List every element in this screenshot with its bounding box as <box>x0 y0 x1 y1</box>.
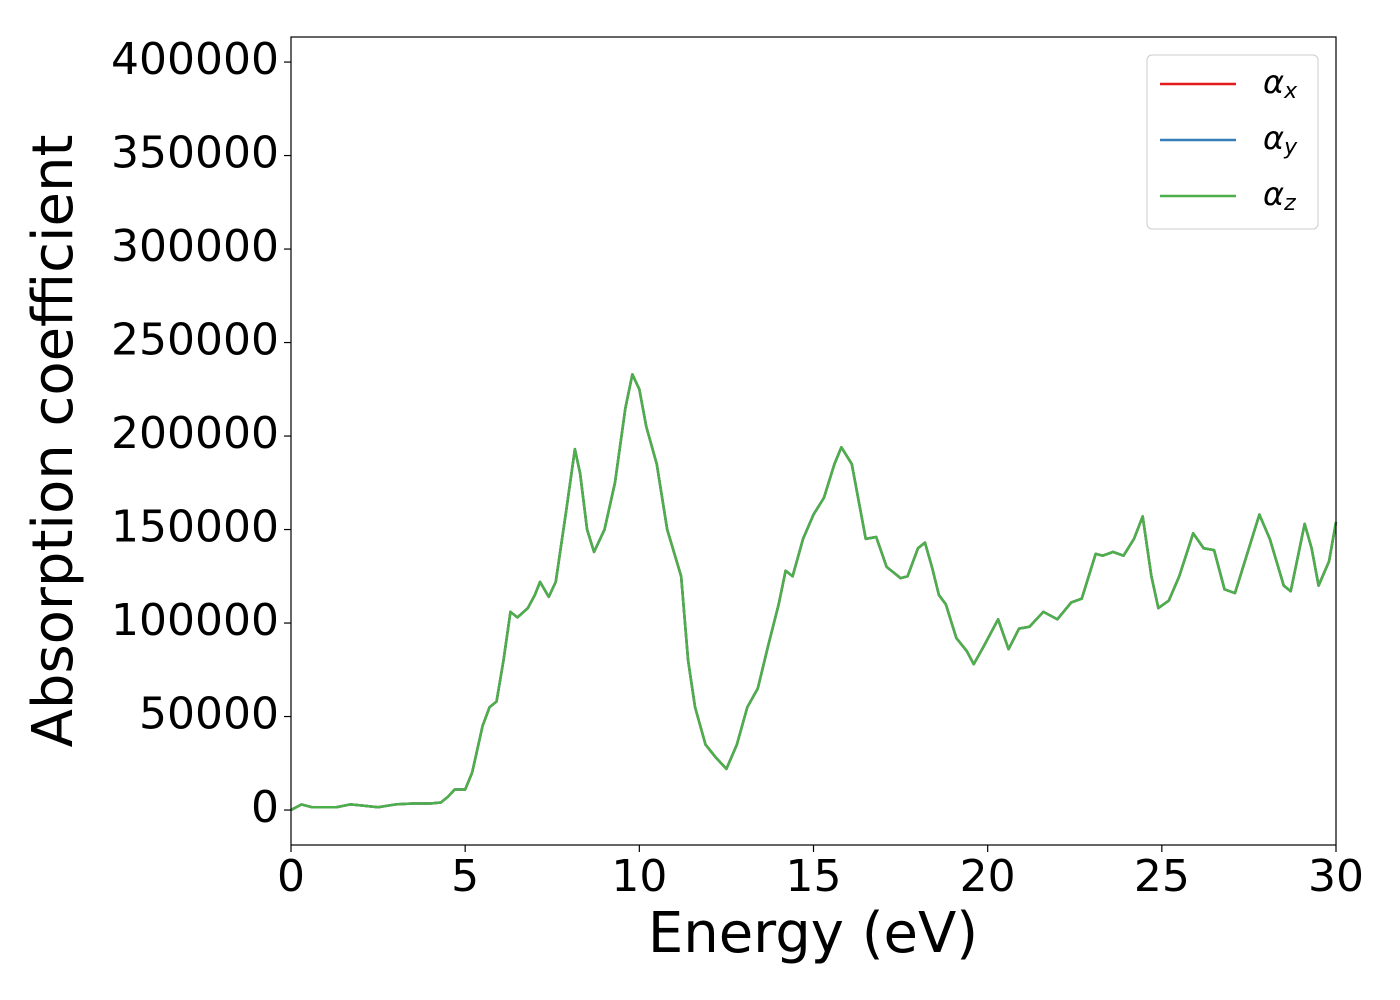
x-axis-label: Energy (eV) <box>648 901 978 966</box>
data-line <box>290 373 1338 812</box>
y-tick-label: 200000 <box>111 408 279 459</box>
x-tick-label: 20 <box>960 851 1016 902</box>
x-tick-label: 25 <box>1134 851 1190 902</box>
y-tick-label: 0 <box>251 782 279 833</box>
legend-box <box>1146 54 1319 230</box>
y-axis-label: Absorption coefficient <box>21 135 86 748</box>
legend-label: αy <box>1263 119 1298 160</box>
y-tick-label: 350000 <box>111 128 279 179</box>
data-line <box>290 373 1338 812</box>
data-line <box>290 373 1338 812</box>
x-tick-label: 30 <box>1308 851 1364 902</box>
y-tick-label: 100000 <box>111 595 279 646</box>
y-tick-label: 150000 <box>111 502 279 553</box>
x-tick-label: 5 <box>451 851 479 902</box>
x-tick-label: 10 <box>611 851 667 902</box>
legend-label: αx <box>1263 63 1298 104</box>
y-tick-label: 250000 <box>111 315 279 366</box>
legend-label: αz <box>1263 175 1296 216</box>
plot-frame <box>290 36 1337 846</box>
x-tick-label: 15 <box>786 851 842 902</box>
y-tick-label: 300000 <box>111 221 279 272</box>
legend: αx αy αz <box>1146 54 1319 230</box>
y-tick-label: 50000 <box>139 689 279 740</box>
x-tick-label: 0 <box>277 851 305 902</box>
y-tick-label: 400000 <box>111 34 279 85</box>
